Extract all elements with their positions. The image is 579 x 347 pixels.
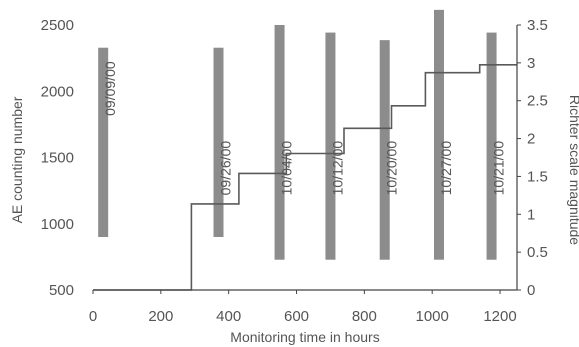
earthquake-date-label: 10/21/00 [491,141,507,196]
ae-step-line [93,64,517,291]
x-tick-label: 600 [284,308,309,325]
x-tick-label: 800 [352,308,377,325]
x-tick-label: 1000 [416,308,449,325]
earthquake-bar [379,40,390,260]
earthquake-bar [486,32,497,260]
y-right-tick-label: 0.5 [527,244,548,261]
y-right-tick-label: 0 [527,282,535,299]
earthquake-bar [325,32,336,260]
y-right-tick-label: 2 [527,131,535,148]
y-axis-label-right: Richter scale magnitude [567,95,579,245]
y-right-tick-label: 1.5 [527,168,548,185]
axes [92,24,521,294]
earthquake-date-label: 09/09/00 [102,61,118,116]
y-left-tick-label: 1000 [41,216,74,233]
y-left-tick-label: 500 [49,282,74,299]
x-tick-label: 400 [216,308,241,325]
y-right-tick-label: 2.5 [527,93,548,110]
x-tick-label: 1200 [483,308,516,325]
earthquake-bar [213,47,224,237]
earthquake-bar [274,25,285,260]
earthquake-bars [98,9,497,260]
x-axis-label: Monitoring time in hours [230,329,379,345]
y-left-tick-label: 1500 [41,150,74,167]
earthquake-date-label: 10/04/00 [279,141,295,196]
earthquake-date-label: 10/27/00 [438,141,454,196]
earthquake-date-label: 10/20/00 [384,141,400,196]
tick-labels: 0 200 400 600 800 1000 1200 500 1000 1500 2000 2500… [41,17,548,325]
x-tick-label: 200 [148,308,173,325]
y-right-tick-label: 3.5 [527,17,548,34]
earthquake-date-label: 09/26/00 [218,141,234,196]
ae-step-line-layer [93,64,517,291]
y-right-tick-label: 1 [527,206,535,223]
bar-date-labels: 09/09/00 09/26/00 10/04/00 10/12/00 10/20/00… [102,61,506,195]
earthquake-bar [98,47,109,237]
y-axis-label-left: AE counting number [9,96,25,223]
y-left-tick-label: 2000 [41,83,74,100]
earthquake-bar [433,9,444,260]
y-right-tick-label: 3 [527,55,535,72]
x-tick-label: 0 [89,308,97,325]
y-left-tick-label: 2500 [41,17,74,34]
earthquake-date-label: 10/12/00 [329,141,345,196]
